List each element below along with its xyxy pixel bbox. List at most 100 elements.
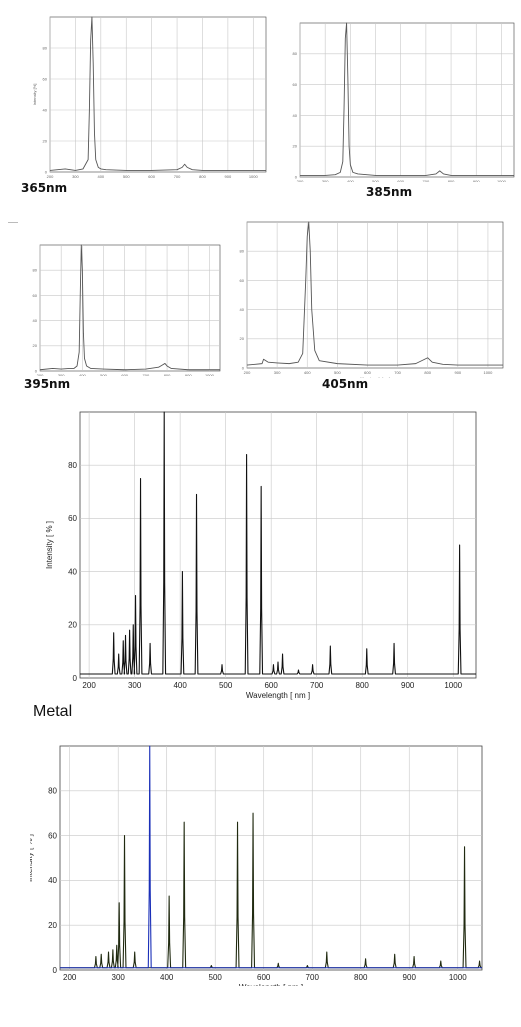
series-line-0 — [39, 244, 220, 371]
x-tick-label: 1000 — [497, 179, 507, 182]
y-tick-label: 80 — [43, 45, 48, 50]
x-tick-label: 800 — [164, 373, 171, 376]
x-tick-label: 1000 — [483, 370, 493, 375]
x-tick-label: 800 — [356, 681, 370, 690]
chart-365nm: 2003004005006007008009001000020406080Wav… — [32, 16, 267, 178]
x-tick-label: 500 — [123, 174, 130, 178]
x-tick-label: 900 — [401, 681, 415, 690]
y-tick-label: 20 — [240, 336, 245, 341]
x-tick-label: 700 — [174, 174, 181, 178]
x-tick-label: 200 — [37, 373, 44, 376]
x-tick-label: 700 — [423, 179, 430, 182]
x-tick-label: 800 — [448, 179, 455, 182]
x-axis-label: Wavelength [ nm ] — [239, 983, 303, 986]
y-tick-label: 80 — [293, 51, 298, 56]
x-tick-label: 200 — [82, 681, 96, 690]
x-tick-label: 300 — [274, 370, 281, 375]
plot-frame — [246, 221, 504, 369]
series-line-0 — [80, 411, 476, 675]
x-tick-label: 400 — [173, 681, 187, 690]
x-tick-label: 400 — [347, 179, 354, 182]
y-tick-label: 60 — [240, 278, 245, 283]
x-tick-label: 1000 — [205, 373, 215, 376]
x-tick-label: 800 — [354, 973, 368, 982]
y-tick-label: 20 — [293, 144, 298, 149]
y-tick-label: 20 — [33, 343, 38, 348]
x-tick-label: 200 — [47, 174, 54, 178]
caption-395nm: 395nm — [24, 377, 71, 391]
caption-365nm: 365nm — [21, 181, 68, 195]
y-tick-label: 80 — [240, 249, 245, 254]
plot-frame — [39, 244, 221, 372]
x-tick-label: 600 — [257, 973, 271, 982]
caption-metal: Metal — [33, 703, 73, 720]
y-tick-label: 20 — [48, 921, 57, 930]
y-axis-label: Intensity [ % ] — [30, 834, 34, 882]
x-tick-label: 700 — [310, 681, 324, 690]
chart-metal-2: 200 300 400 500 600 700 800 900 1000 0 20 40 60 80 Wav… — [30, 745, 483, 986]
y-tick-label: 60 — [33, 293, 38, 298]
series-line-0 — [246, 221, 503, 366]
divider-mark — [8, 222, 18, 223]
x-tick-label: 300 — [112, 973, 126, 982]
plot-frame — [299, 22, 515, 178]
x-tick-label: 300 — [128, 681, 142, 690]
y-tick-label: 20 — [68, 621, 77, 630]
y-tick-label: 0 — [73, 674, 78, 683]
x-tick-label: 600 — [148, 174, 155, 178]
y-tick-label: 40 — [33, 318, 38, 323]
x-tick-label: 900 — [403, 973, 417, 982]
x-tick-label: 500 — [372, 179, 379, 182]
y-tick-label: 40 — [68, 567, 77, 576]
x-tick-label: 900 — [473, 179, 480, 182]
series-line-1 — [60, 745, 482, 969]
x-tick-label: 400 — [304, 370, 311, 375]
series-line-0 — [49, 16, 266, 171]
x-tick-label: 700 — [394, 370, 401, 375]
x-tick-label: 800 — [424, 370, 431, 375]
x-tick-label: 200 — [297, 179, 304, 182]
y-tick-label: 40 — [43, 107, 48, 112]
y-tick-label: 40 — [240, 307, 245, 312]
x-tick-label: 400 — [160, 973, 174, 982]
x-tick-label: 600 — [364, 370, 371, 375]
x-tick-label: 200 — [244, 370, 251, 375]
y-tick-label: 60 — [48, 831, 57, 840]
chart-405nm: 200 300 400 500 600 700 800 900 1000 0 20 40 60 80 Wav… — [240, 221, 504, 378]
x-tick-label: 300 — [322, 179, 329, 182]
caption-405nm: 405nm — [322, 377, 369, 391]
x-tick-label: 500 — [100, 373, 107, 376]
x-tick-label: 700 — [143, 373, 150, 376]
y-tick-label: 60 — [68, 514, 77, 523]
x-axis-label: Wavelength [nm] — [360, 376, 390, 378]
y-tick-label: 60 — [293, 82, 298, 87]
x-tick-label: 900 — [454, 370, 461, 375]
series-line-0 — [300, 22, 514, 176]
plot-frame — [49, 16, 267, 173]
chart-395nm: 2003004005006007008009001000020406080Wav… — [33, 244, 221, 376]
x-tick-label: 400 — [97, 174, 104, 178]
x-tick-label: 500 — [209, 973, 223, 982]
plot-frame — [79, 411, 477, 679]
y-tick-label: 0 — [45, 169, 48, 174]
x-tick-label: 600 — [397, 179, 404, 182]
y-axis-label: Intensity [ % ] — [45, 521, 54, 569]
y-tick-label: 0 — [53, 966, 58, 975]
y-tick-label: 80 — [68, 461, 77, 470]
plot-frame — [59, 745, 483, 971]
x-tick-label: 900 — [185, 373, 192, 376]
y-tick-label: 40 — [293, 113, 298, 118]
x-tick-label: 500 — [219, 681, 233, 690]
x-tick-label: 600 — [121, 373, 128, 376]
x-tick-label: 700 — [306, 973, 320, 982]
y-tick-label: 20 — [43, 138, 48, 143]
x-tick-label: 1000 — [444, 681, 462, 690]
y-tick-label: 0 — [35, 368, 38, 373]
x-tick-label: 1000 — [449, 973, 467, 982]
x-tick-label: 300 — [72, 174, 79, 178]
y-tick-label: 60 — [43, 76, 48, 81]
x-tick-label: 600 — [264, 681, 278, 690]
x-tick-label: 800 — [199, 174, 206, 178]
x-tick-label: 200 — [63, 973, 77, 982]
x-tick-label: 1000 — [249, 174, 259, 178]
